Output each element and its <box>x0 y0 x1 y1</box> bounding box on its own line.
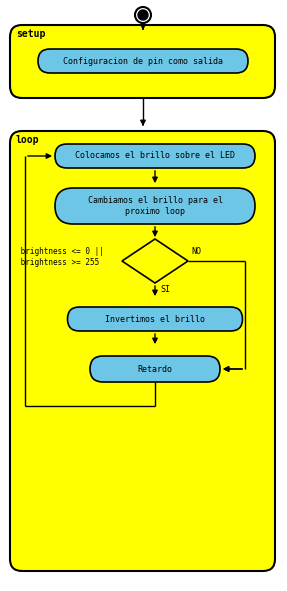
Text: Invertimos el brillo: Invertimos el brillo <box>105 314 205 323</box>
Text: loop: loop <box>16 135 40 145</box>
FancyBboxPatch shape <box>10 25 275 98</box>
Text: setup: setup <box>16 29 45 39</box>
Text: Retardo: Retardo <box>137 365 172 374</box>
Text: brightness <= 0 ||
 brightness >= 255: brightness <= 0 || brightness >= 255 <box>16 247 104 267</box>
FancyBboxPatch shape <box>55 144 255 168</box>
FancyBboxPatch shape <box>67 307 243 331</box>
Text: NO: NO <box>191 246 201 255</box>
FancyBboxPatch shape <box>10 131 275 571</box>
FancyBboxPatch shape <box>38 49 248 73</box>
Circle shape <box>138 10 148 20</box>
Text: Colocamos el brillo sobre el LED: Colocamos el brillo sobre el LED <box>75 151 235 161</box>
FancyBboxPatch shape <box>55 188 255 224</box>
Circle shape <box>135 7 151 23</box>
Text: Cambiamos el brillo para el
proximo loop: Cambiamos el brillo para el proximo loop <box>88 196 222 216</box>
FancyBboxPatch shape <box>90 356 220 382</box>
Text: Configuracion de pin como salida: Configuracion de pin como salida <box>63 57 223 66</box>
Text: SI: SI <box>160 284 170 294</box>
Polygon shape <box>122 239 188 283</box>
